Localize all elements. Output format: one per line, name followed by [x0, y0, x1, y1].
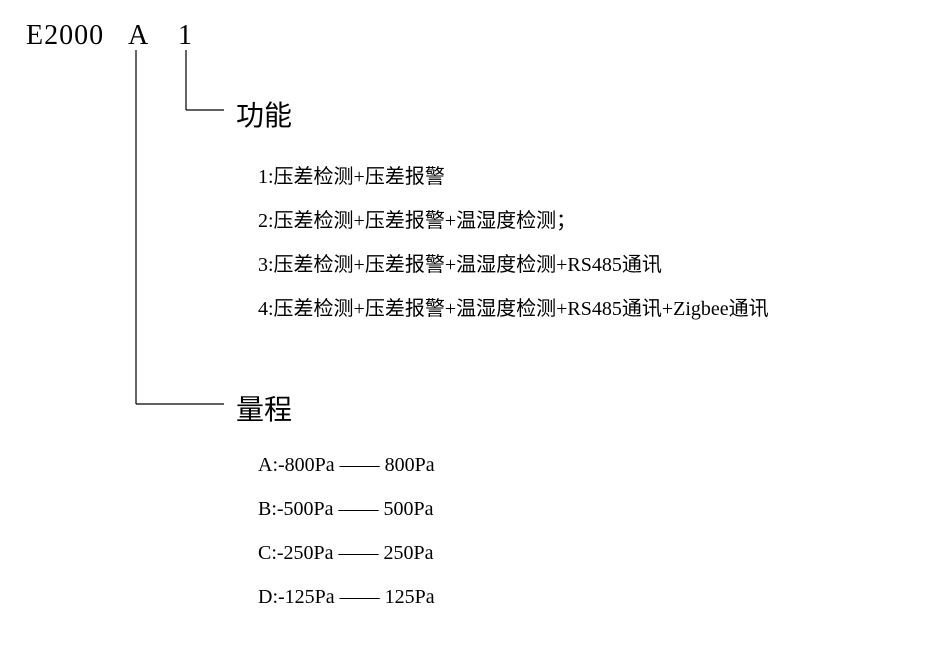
function-item: 2:压差检测+压差报警+温湿度检测； — [258, 204, 576, 233]
connector-lines — [0, 0, 952, 650]
range-section-title: 量程 — [236, 388, 292, 428]
range-item: D:-125Pa —— 125Pa — [258, 586, 435, 609]
model-func-code: 1 — [178, 20, 193, 52]
range-item: C:-250Pa —— 250Pa — [258, 542, 434, 565]
function-section-title: 功能 — [236, 94, 292, 134]
range-item: B:-500Pa —— 500Pa — [258, 498, 434, 521]
model-base: E2000 — [26, 20, 104, 52]
function-item: 3:压差检测+压差报警+温湿度检测+RS485通讯 — [258, 248, 662, 277]
function-item: 4:压差检测+压差报警+温湿度检测+RS485通讯+Zigbee通讯 — [258, 292, 769, 321]
range-item: A:-800Pa —— 800Pa — [258, 454, 435, 477]
function-item: 1:压差检测+压差报警 — [258, 160, 445, 189]
model-range-code: A — [128, 20, 149, 52]
